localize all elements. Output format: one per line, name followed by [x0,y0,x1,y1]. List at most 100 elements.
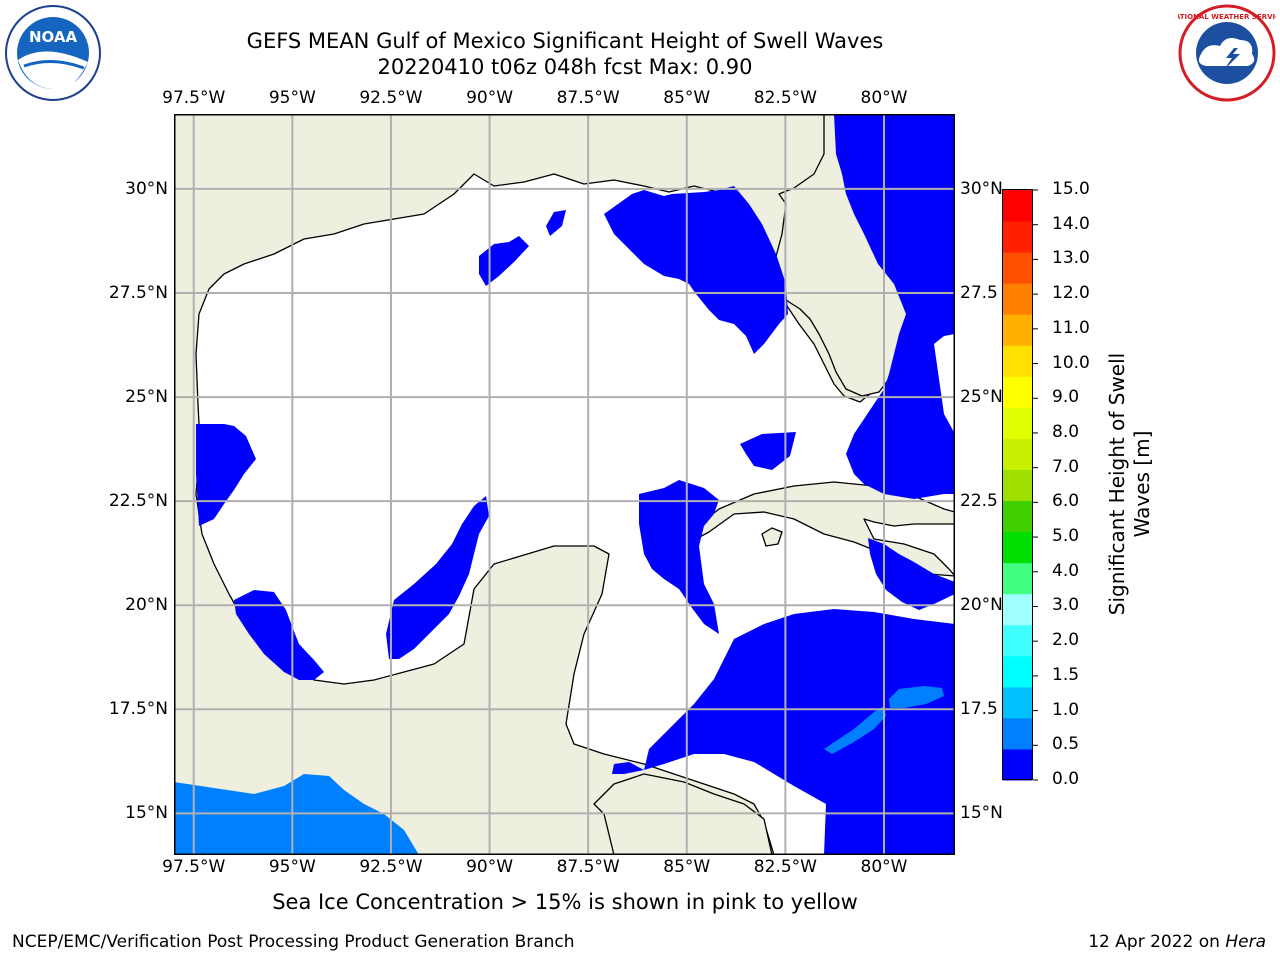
lat-tick-right: 30°N [960,178,1003,199]
colorbar-segment [1003,531,1032,564]
colorbar-segment [1003,345,1032,377]
lon-tick-top: 97.5°W [162,88,226,108]
colorbar-tick-label: 11.0 [1052,317,1090,338]
lon-tick-bottom: 85°W [663,857,711,877]
colorbar-segment [1003,407,1032,439]
map-border [174,114,955,855]
lat-tick-left: 17.5°N [108,699,168,720]
swell-region [644,609,955,855]
blue-swell-areas [174,114,955,855]
swell-region [386,496,489,659]
lon-tick-top: 82.5°W [753,88,817,108]
lat-tick-right: 17.5 [960,699,998,720]
lon-tick-bottom: 92.5°W [359,857,423,877]
colorbar-segment [1003,686,1032,719]
colorbar-tick-label: 8.0 [1052,421,1080,442]
swell-region [174,774,419,855]
swell-region [834,114,955,499]
colorbar-tick-label: 0.5 [1052,734,1080,755]
colorbar-tick-label: 10.0 [1052,352,1090,373]
colorbar-tick-label: 3.0 [1052,595,1080,616]
swell-region [604,186,788,354]
lon-tick-bottom: 95°W [268,857,316,877]
nws-logo: NATIONAL WEATHER SERVICE [1169,4,1280,102]
colorbar-tick-label: 1.5 [1052,664,1080,685]
swell-region [824,706,886,754]
chart-subtitle: 20220410 t06z 048h fcst Max: 0.90 [377,55,753,79]
colorbar-segment [1003,190,1032,222]
lon-tick-bottom: 90°W [466,857,514,877]
date-line: 12 Apr 2022 on Hera [1088,932,1266,952]
lat-tick-left: 20°N [125,595,168,616]
noaa-logo: NOAA [4,4,102,102]
colorbar-segment [1003,655,1032,688]
lon-tick-top: 90°W [466,88,514,108]
colorbar-segment [1003,438,1032,470]
lat-tick-left: 27.5°N [108,283,168,303]
map-gridlines [174,114,955,855]
colorbar-tick-label: 1.0 [1052,699,1080,720]
isle-of-youth [761,527,783,547]
colorbar-title: Significant Height of Swell Waves [m] [1105,352,1154,616]
swell-region [612,762,644,774]
colorbar-border [1002,189,1033,780]
swell-region [868,538,955,610]
swell-region [740,432,796,470]
sea-ice-note: Sea Ice Concentration > 15% is shown in … [272,890,858,914]
colorbar-segment [1003,469,1032,502]
lat-tick-left: 15°N [125,803,168,824]
colorbar-tick-label: 9.0 [1052,387,1080,408]
colorbar-tick-label: 4.0 [1052,560,1080,581]
lat-tick-right: 22.5 [960,491,998,512]
lat-tick-right: 25°N [960,387,1003,408]
central-america-land [593,773,773,855]
lon-tick-top: 92.5°W [359,88,423,108]
colorbar-segment [1003,624,1032,657]
credit-line: NCEP/EMC/Verification Post Processing Pr… [12,932,575,952]
lon-tick-bottom: 82.5°W [753,857,817,877]
lon-tick-top: 95°W [268,88,316,108]
colorbar-tick-label: 13.0 [1052,248,1090,269]
swell-region [234,590,324,680]
host-name: Hera [1225,932,1266,952]
colorbar-segment [1003,376,1032,408]
colorbar-segment [1003,748,1032,781]
colorbar-tick-label: 0.0 [1052,769,1080,789]
colorbar-segment [1003,283,1032,315]
lat-tick-right: 20°N [960,595,1003,616]
colorbar-tick-label: 6.0 [1052,491,1080,512]
colorbar-segment [1003,252,1032,284]
lon-tick-top: 87.5°W [556,88,620,108]
colorbar-tick-label: 5.0 [1052,526,1080,547]
colorbar-segment [1003,593,1032,626]
lon-tick-bottom: 97.5°W [162,857,226,877]
lat-tick-left: 25°N [125,387,168,408]
swell-region [889,686,944,708]
chart-title: GEFS MEAN Gulf of Mexico Significant Hei… [246,29,884,53]
colorbar-segment [1003,717,1032,750]
lat-tick-right: 15°N [960,803,1003,824]
lat-tick-left: 30°N [125,178,168,199]
lon-tick-bottom: 80°W [860,857,908,877]
lon-tick-top: 80°W [860,88,908,108]
swell-region [546,210,566,236]
date-text: 12 Apr 2022 on [1088,932,1220,952]
colorbar-tick-label: 15.0 [1052,179,1090,199]
colorbar [1002,189,1038,781]
lon-tick-top: 85°W [663,88,711,108]
colorbar-segment [1003,500,1032,533]
colorbar-tick-label: 14.0 [1052,213,1090,234]
colorbar-tick-label: 7.0 [1052,456,1080,477]
swell-region [479,236,529,286]
colorbar-segment [1003,221,1032,253]
noaa-logo-text: NOAA [29,28,78,46]
colorbar-tick-label: 12.0 [1052,283,1090,304]
colorbar-segment [1003,562,1032,595]
nws-logo-text: NATIONAL WEATHER SERVICE [1178,13,1276,21]
lat-tick-left: 22.5°N [108,491,168,512]
lon-tick-bottom: 87.5°W [556,857,620,877]
colorbar-segment [1003,314,1032,346]
swell-region [639,480,719,634]
colorbar-tick-label: 2.0 [1052,630,1080,651]
gulf-map [174,114,955,855]
